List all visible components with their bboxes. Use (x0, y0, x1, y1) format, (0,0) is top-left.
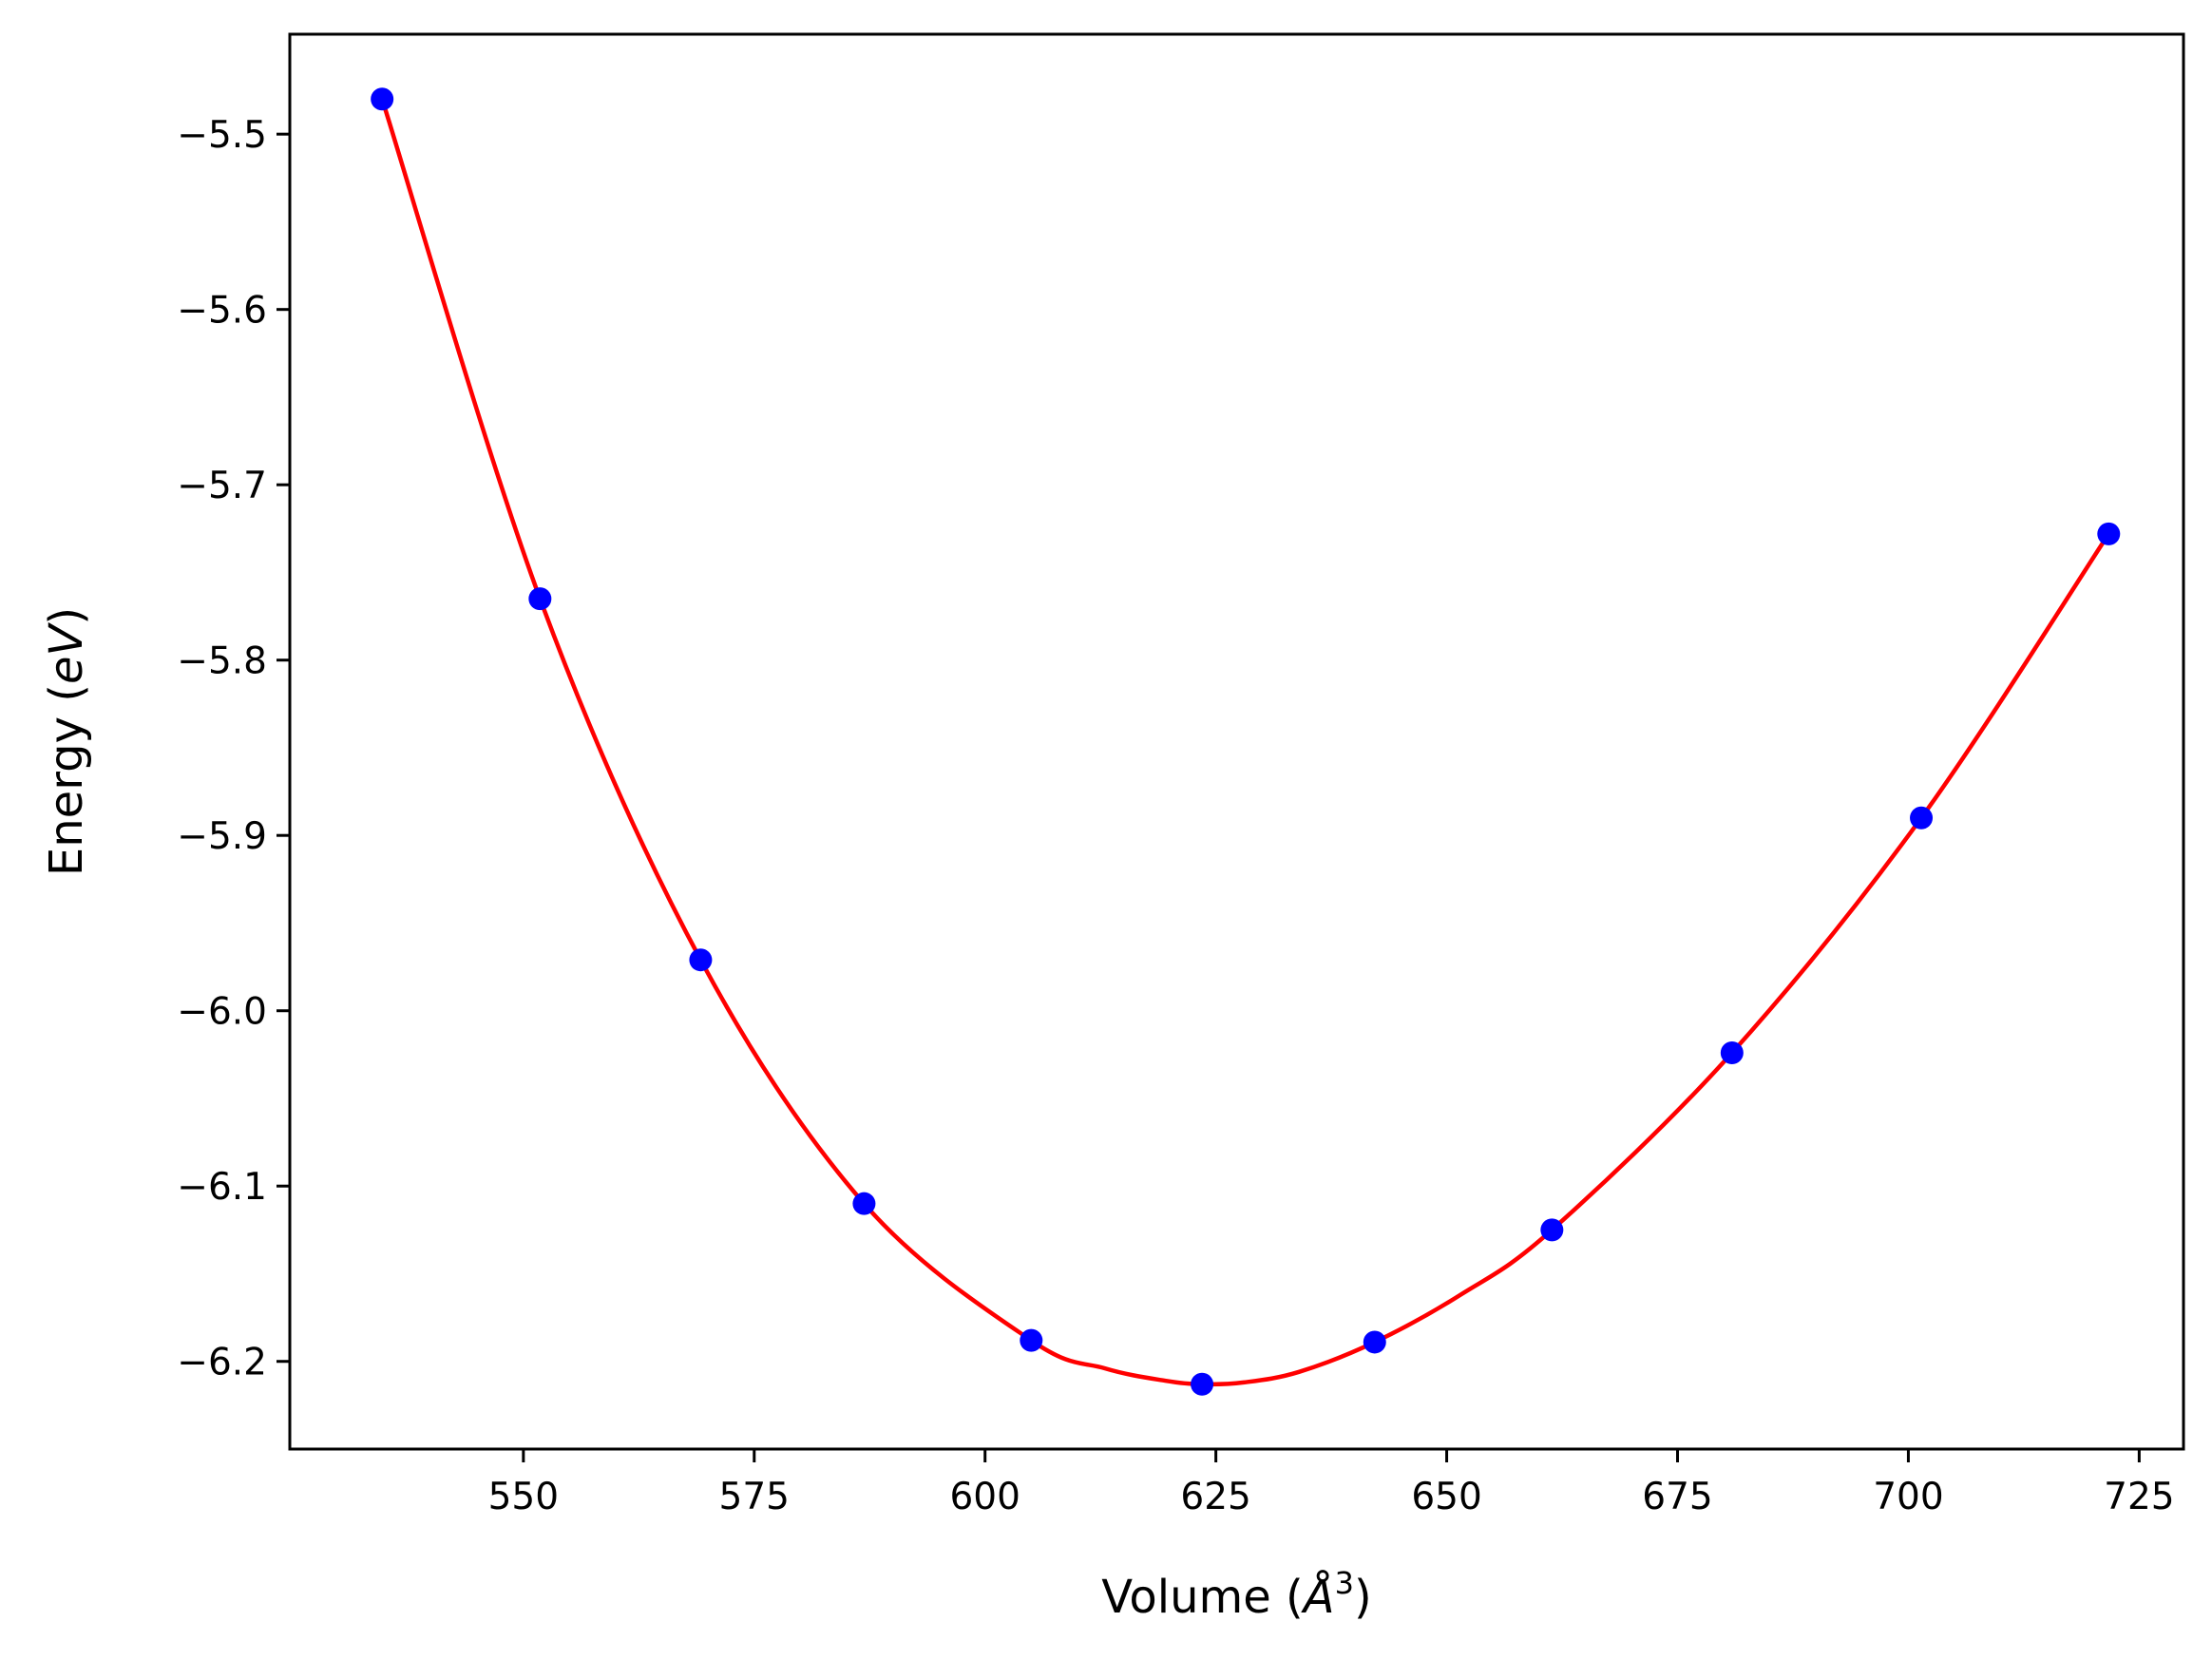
x-tick-label: 675 (1642, 1476, 1712, 1518)
data-point (1191, 1372, 1214, 1396)
data-point (1910, 806, 1934, 830)
data-point (2097, 522, 2121, 545)
data-point (689, 948, 713, 972)
y-axis-label: Energy (eV) (40, 607, 93, 876)
data-point (528, 587, 552, 611)
x-tick-label: 650 (1411, 1476, 1481, 1518)
y-tick-label: −5.8 (177, 640, 267, 683)
x-tick-label: 600 (949, 1476, 1020, 1518)
plot-area (371, 87, 2121, 1396)
axes-frame (288, 32, 2185, 1451)
data-point (1020, 1328, 1043, 1352)
y-tick-label: −5.7 (177, 465, 267, 507)
y-tick-label: −5.5 (177, 114, 267, 157)
y-tick-label: −6.2 (177, 1342, 267, 1384)
data-point (1363, 1330, 1386, 1354)
x-tick-label: 575 (719, 1476, 790, 1518)
data-point (371, 87, 394, 111)
data-point (1540, 1218, 1564, 1242)
x-tick-label: 550 (488, 1476, 559, 1518)
x-axis-label: Volume (Å3) (1101, 1565, 1371, 1624)
y-tick-label: −5.6 (177, 290, 267, 333)
y-tick-label: −6.0 (177, 991, 267, 1034)
x-tick-label: 625 (1180, 1476, 1250, 1518)
x-tick-label: 700 (1873, 1476, 1943, 1518)
y-tick-label: −6.1 (177, 1166, 267, 1209)
y-tick-label: −5.9 (177, 815, 267, 858)
x-tick-label: 725 (2104, 1476, 2174, 1518)
data-point (852, 1192, 876, 1215)
ticks: 550 575 600 625 650 675 700 725 −5.5 −5.6 −5.7 −5.8… (177, 114, 2174, 1518)
data-point (1720, 1041, 1744, 1065)
